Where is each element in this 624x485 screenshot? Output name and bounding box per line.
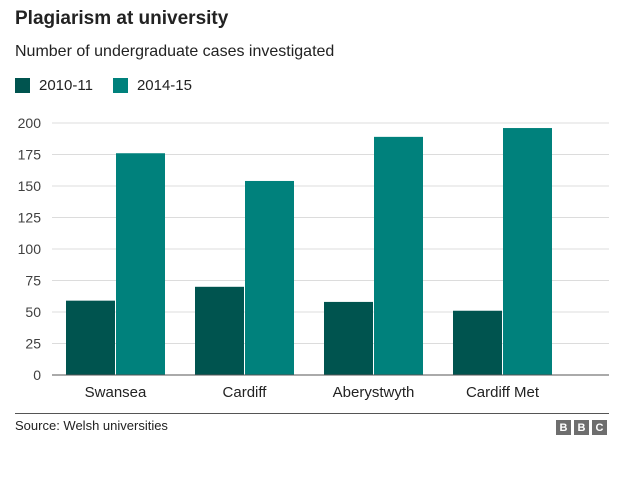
legend-label-series-1: 2010-11 (39, 77, 93, 94)
footer-divider (15, 413, 609, 414)
x-category-label-4: Cardiff Met (466, 384, 540, 401)
legend-item-series-1: 2010-11 (15, 77, 93, 94)
bbc-logo-block-3: C (592, 420, 607, 435)
y-tick-label-75: 75 (25, 273, 41, 289)
source-note: Source: Welsh universities (15, 418, 168, 433)
y-tick-label-150: 150 (18, 178, 42, 194)
bbc-logo-block-1: B (556, 420, 571, 435)
y-tick-label-100: 100 (18, 241, 42, 257)
bar-cardiff-series-2 (245, 180, 294, 375)
x-category-label-1: Swansea (85, 384, 147, 401)
bar-swansea-series-1 (66, 300, 115, 375)
bbc-logo-block-2: B (574, 420, 589, 435)
legend-label-series-2: 2014-15 (136, 77, 192, 94)
legend-item-series-2: 2014-15 (112, 77, 192, 94)
bar-chart: 0 25 50 75 100 125 150 175 200 Swansea Cardiff Aber… (18, 115, 609, 401)
bar-cardiff-series-1 (195, 286, 244, 375)
bar-aberystwyth-series-2 (374, 136, 423, 375)
chart-subtitle: Number of undergraduate cases investigat… (15, 43, 335, 60)
bar-cardiff-met-series-1 (453, 310, 502, 375)
x-category-label-2: Cardiff (223, 384, 268, 401)
y-tick-label-175: 175 (18, 147, 42, 163)
legend: 2010-11 2014-15 (15, 77, 212, 94)
x-category-label-3: Aberystwyth (333, 384, 415, 401)
y-tick-label-50: 50 (25, 304, 41, 320)
y-tick-label-25: 25 (25, 336, 41, 352)
bar-aberystwyth-series-1 (324, 301, 373, 375)
bbc-logo: B B C (553, 420, 607, 435)
legend-swatch-series-1 (15, 78, 30, 93)
chart-title: Plagiarism at university (15, 8, 229, 29)
bar-swansea-series-2 (116, 153, 165, 375)
y-tick-label-0: 0 (33, 367, 41, 383)
y-tick-label-125: 125 (18, 210, 42, 226)
bar-cardiff-met-series-2 (503, 128, 552, 375)
y-tick-label-200: 200 (18, 115, 42, 131)
legend-swatch-series-2 (112, 78, 128, 93)
